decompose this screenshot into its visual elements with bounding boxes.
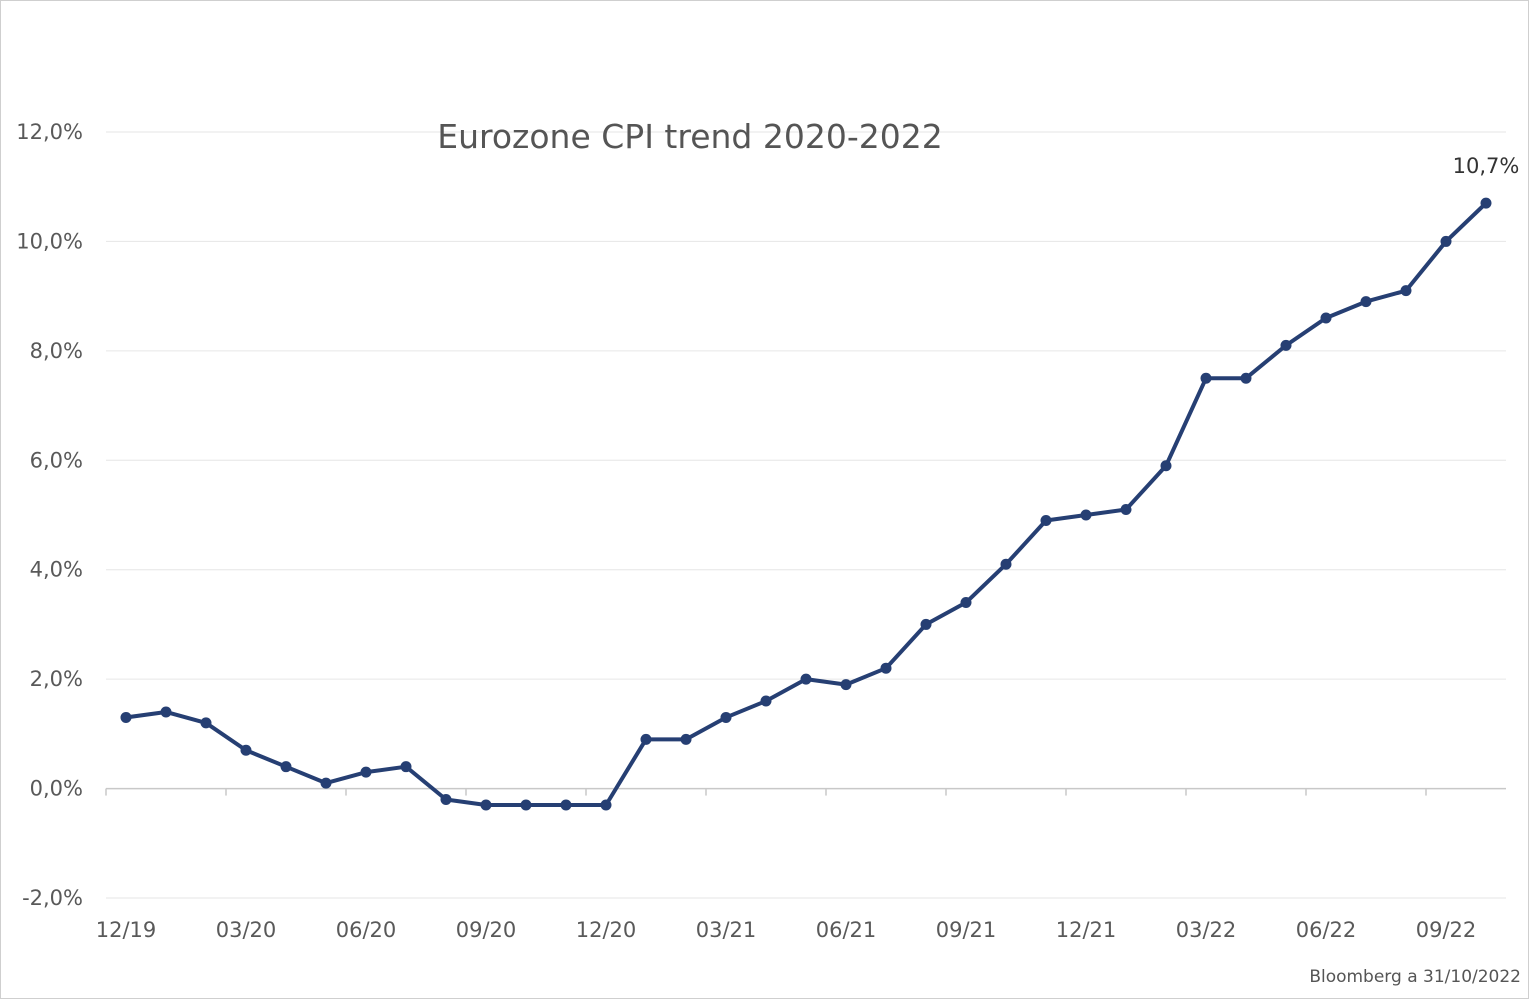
data-point [480, 799, 492, 811]
data-point [560, 799, 572, 811]
y-tick-label: 4,0% [30, 558, 83, 582]
data-point [440, 794, 452, 806]
data-point [1200, 372, 1212, 384]
series-layer [120, 197, 1492, 811]
data-point [600, 799, 612, 811]
x-tick-label: 12/20 [576, 918, 637, 942]
y-tick-label: 10,0% [16, 229, 83, 253]
x-tick-label: 03/21 [696, 918, 757, 942]
data-point [320, 777, 332, 789]
data-point [200, 717, 212, 729]
data-point [120, 711, 132, 723]
y-tick-label: 2,0% [30, 667, 83, 691]
data-point [360, 766, 372, 778]
data-point [240, 744, 252, 756]
y-tick-label: 6,0% [30, 448, 83, 472]
data-labels: 10,7% [1453, 154, 1520, 178]
data-point [520, 799, 532, 811]
data-point [760, 695, 772, 707]
data-point [880, 662, 892, 674]
data-point [1000, 558, 1012, 570]
data-point [840, 679, 852, 691]
data-point [920, 618, 932, 630]
data-point [1360, 296, 1372, 308]
data-point [400, 761, 412, 773]
data-point [1440, 235, 1452, 247]
x-tick-label: 09/22 [1416, 918, 1477, 942]
x-tick-label: 09/20 [456, 918, 517, 942]
data-point [1480, 197, 1492, 209]
y-tick-label: -2,0% [22, 886, 83, 910]
data-point [680, 733, 692, 745]
data-point [280, 761, 292, 773]
x-axis-tick-labels: 12/19 03/20 06/20 09/20 12/20 03/21 06/21 09/21… [96, 918, 1477, 942]
x-tick-label: 06/20 [336, 918, 397, 942]
source-note: Bloomberg a 31/10/2022 [1309, 967, 1521, 987]
data-point [1080, 509, 1092, 521]
series-line [124, 201, 1488, 807]
data-point [640, 733, 652, 745]
data-point [160, 706, 172, 718]
data-point [1040, 514, 1052, 526]
y-tick-label: 0,0% [30, 777, 83, 801]
x-tick-label: 06/22 [1296, 918, 1357, 942]
data-point [1400, 285, 1412, 297]
y-axis-tick-labels: -2,0% 0,0% 2,0% 4,0% 6,0% 8,0% 10,0% 12,0% [16, 120, 83, 910]
data-point [1320, 312, 1332, 324]
data-point [1120, 504, 1132, 516]
y-tick-label: 8,0% [30, 339, 83, 363]
x-tick-label: 12/21 [1056, 918, 1117, 942]
data-point [960, 597, 972, 609]
x-tick-label: 03/22 [1176, 918, 1237, 942]
chart-title: Eurozone CPI trend 2020-2022 [437, 117, 943, 156]
data-point [1280, 339, 1292, 351]
data-label: 10,7% [1453, 154, 1520, 178]
x-tick-label: 03/20 [216, 918, 277, 942]
y-tick-label: 12,0% [16, 120, 83, 144]
data-point [720, 711, 732, 723]
x-axis [105, 787, 1506, 796]
data-point [800, 673, 812, 685]
x-tick-label: 12/19 [96, 918, 157, 942]
data-point [1160, 460, 1172, 472]
x-tick-label: 09/21 [936, 918, 997, 942]
gridlines [106, 131, 1506, 899]
data-point [1240, 372, 1252, 384]
x-tick-label: 06/21 [816, 918, 877, 942]
